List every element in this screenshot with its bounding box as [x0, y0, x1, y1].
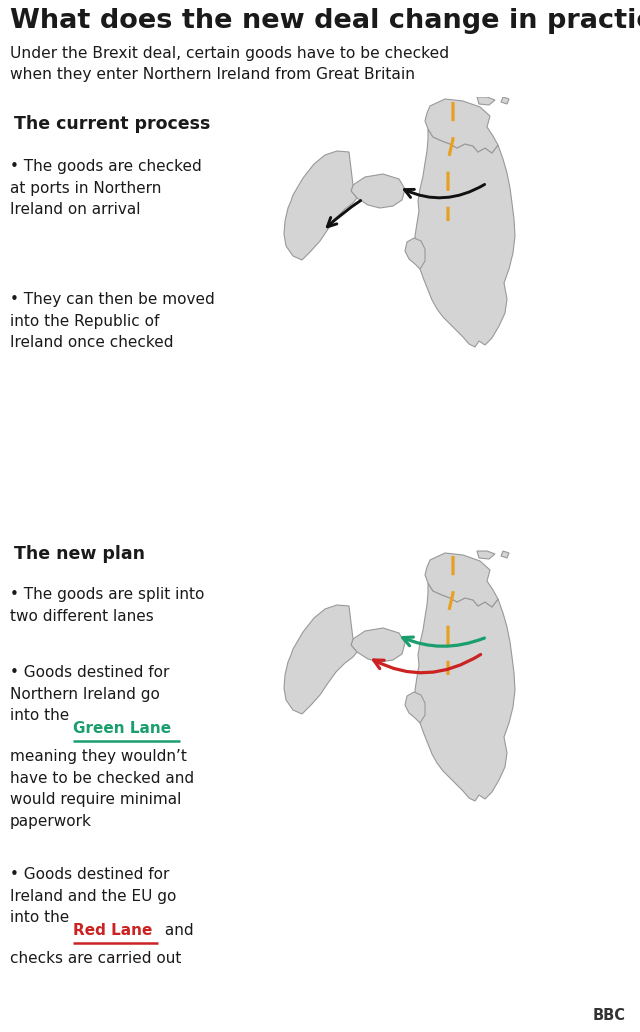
Text: What does the new deal change in practice?: What does the new deal change in practic…	[10, 8, 640, 34]
Polygon shape	[415, 583, 515, 801]
Text: • The goods are split into
two different lanes: • The goods are split into two different…	[10, 587, 204, 623]
Polygon shape	[351, 174, 405, 208]
Polygon shape	[284, 151, 357, 260]
Polygon shape	[501, 551, 509, 558]
Polygon shape	[425, 553, 498, 607]
FancyArrowPatch shape	[374, 654, 481, 673]
Text: Red Lane: Red Lane	[73, 923, 152, 938]
Polygon shape	[415, 129, 515, 347]
Polygon shape	[405, 238, 425, 269]
Text: Green Lane: Green Lane	[73, 721, 171, 736]
Polygon shape	[405, 692, 425, 723]
Text: checks are carried out: checks are carried out	[10, 952, 181, 966]
Text: • Goods destined for
Northern Ireland go
into the: • Goods destined for Northern Ireland go…	[10, 665, 170, 723]
Polygon shape	[477, 551, 495, 559]
Text: meaning they wouldn’t
have to be checked and
would require minimal
paperwork: meaning they wouldn’t have to be checked…	[10, 749, 194, 829]
Text: • They can then be moved
into the Republic of
Ireland once checked: • They can then be moved into the Republ…	[10, 292, 215, 350]
FancyArrowPatch shape	[404, 185, 484, 198]
Text: • Goods destined for
Ireland and the EU go
into the: • Goods destined for Ireland and the EU …	[10, 867, 177, 926]
Polygon shape	[284, 605, 357, 714]
Text: and: and	[160, 923, 194, 938]
Text: • The goods are checked
at ports in Northern
Ireland on arrival: • The goods are checked at ports in Nort…	[10, 159, 202, 217]
FancyArrowPatch shape	[327, 200, 361, 227]
Polygon shape	[351, 628, 405, 662]
Text: Under the Brexit deal, certain goods have to be checked
when they enter Northern: Under the Brexit deal, certain goods hav…	[10, 46, 449, 82]
Text: The current process: The current process	[14, 115, 211, 133]
Text: BBC: BBC	[593, 1008, 626, 1023]
Polygon shape	[501, 97, 509, 104]
Polygon shape	[425, 99, 498, 153]
Text: The new plan: The new plan	[14, 545, 145, 563]
FancyArrowPatch shape	[403, 637, 484, 646]
Polygon shape	[477, 97, 495, 105]
